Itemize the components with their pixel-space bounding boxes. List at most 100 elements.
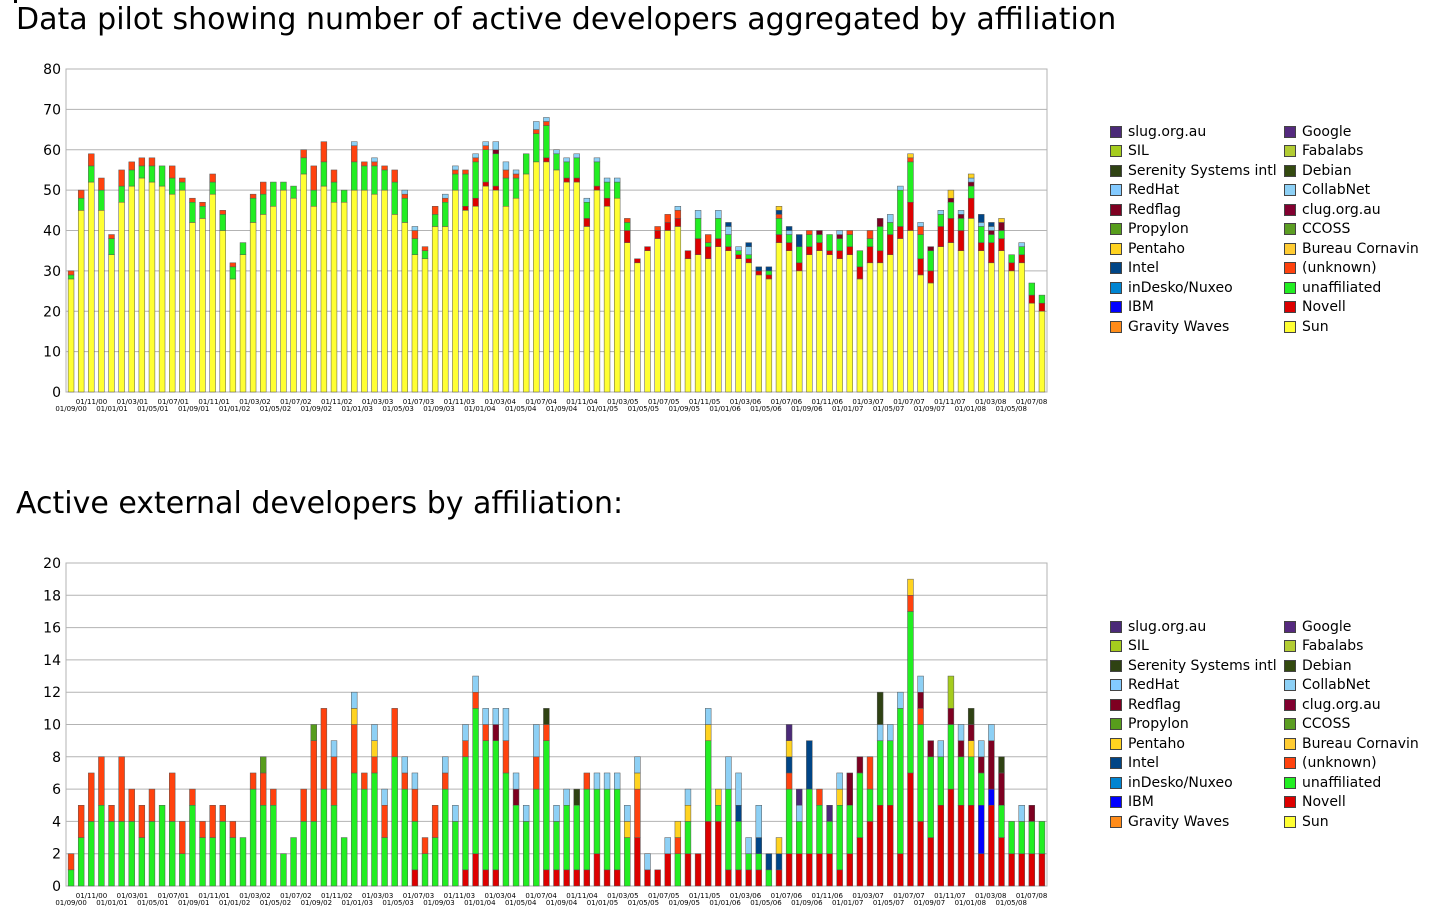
bar-stack: [340, 837, 348, 887]
bar-segment-novell: [492, 185, 500, 191]
bar-stack: [351, 691, 358, 887]
bar-segment-sun: [512, 197, 520, 393]
bar-stack: [897, 185, 904, 393]
bar-segment-sun: [169, 193, 176, 393]
bar-stack: [320, 141, 328, 393]
legend-label: Novell: [1302, 299, 1346, 316]
y-tick-label: 40: [43, 224, 61, 240]
bar-segment-novell: [765, 274, 773, 280]
bar-segment-novell: [826, 250, 833, 255]
bar-segment-unaffiliated: [917, 724, 924, 822]
x-tick-label: 01/07/05: [648, 398, 679, 406]
bar-segment-sun: [320, 185, 328, 393]
legend-swatch: [1110, 242, 1122, 255]
bar-stack: [725, 222, 732, 393]
bar-stack: [735, 772, 742, 887]
bar-segment-sun: [674, 226, 682, 393]
bar-segment-novell: [988, 805, 995, 887]
bar-segment-sun: [836, 258, 843, 393]
bar-segment-ibm: [978, 805, 985, 854]
bar-segment-collabnet: [330, 740, 338, 758]
bar-stack: [249, 772, 257, 887]
bar-segment-unaffiliated: [472, 161, 479, 199]
x-tick-label: 01/05/02: [260, 899, 291, 907]
legend-swatch: [1284, 320, 1296, 333]
bar-segment-novell: [482, 869, 489, 887]
bar-stack: [442, 193, 449, 393]
bar-segment-intel: [725, 222, 732, 227]
bar-segment-unknown: [310, 165, 317, 191]
bar-segment-unaffiliated: [401, 197, 408, 223]
legend-swatch: [1110, 698, 1122, 711]
bar-segment-unaffiliated: [512, 177, 520, 199]
y-tick-label: 30: [43, 264, 61, 280]
bar-segment-unknown: [88, 153, 95, 167]
bar-segment-unknown: [209, 805, 216, 838]
x-tick-label: 01/09/04: [546, 405, 578, 413]
bar-stack: [856, 250, 864, 393]
bar-segment-unaffiliated: [775, 218, 783, 235]
legend-label: Serenity Systems intl: [1128, 162, 1277, 179]
bar-segment-collabnet: [452, 805, 459, 822]
bar-segment-sun: [391, 214, 398, 393]
bar-segment-unaffiliated: [603, 181, 611, 199]
x-tick-label: 01/07/05: [648, 892, 679, 900]
bar-segment-sun: [421, 258, 429, 393]
bar-stack: [401, 756, 408, 887]
bar-segment-unaffiliated: [320, 788, 328, 887]
bar-segment-pentaho: [947, 189, 955, 199]
bar-stack: [88, 153, 95, 393]
legend-item-bureau-cornavin: Bureau Cornavin: [1284, 239, 1419, 259]
bar-segment-unknown: [502, 740, 510, 774]
legend-label: Debian: [1302, 162, 1352, 179]
bar-segment-sun: [411, 254, 419, 393]
legend-swatch: [1110, 776, 1122, 789]
bar-segment-collabnet: [715, 210, 722, 219]
x-tick-label: 01/03/05: [607, 892, 638, 900]
bar-segment-sun: [462, 210, 469, 393]
bar-segment-sun: [148, 181, 156, 393]
x-tick-label: 01/11/07: [934, 398, 965, 406]
bar-segment-unaffiliated: [715, 805, 722, 822]
bar-segment-unknown: [219, 805, 226, 822]
bar-segment-pentaho: [967, 740, 975, 758]
bar-stack: [340, 189, 348, 393]
bar-segment-serenity-systems-intl: [967, 708, 975, 725]
bar-segment-novell: [725, 869, 732, 887]
bar-segment-collabnet: [876, 724, 884, 741]
bar-segment-unaffiliated: [563, 161, 570, 179]
x-tick-label: 01/05/04: [505, 405, 537, 413]
bar-segment-collabnet: [755, 805, 762, 838]
bar-segment-unaffiliated: [169, 177, 176, 195]
bar-segment-unaffiliated: [543, 125, 550, 159]
bar-segment-redflag: [917, 691, 924, 709]
bar-segment-novell: [472, 853, 479, 887]
bar-segment-collabnet: [725, 226, 732, 235]
bar-segment-novell: [644, 869, 651, 887]
bar-stack: [907, 153, 914, 393]
bar-segment-intel: [785, 756, 793, 774]
y-tick-label: 10: [43, 718, 61, 734]
bar-segment-unknown: [189, 197, 196, 203]
legend-label: Redflag: [1128, 696, 1181, 713]
bar-segment-collabnet: [735, 246, 742, 251]
bar-segment-novell: [553, 869, 560, 887]
bar-segment-novell: [583, 218, 591, 227]
bar-stack: [300, 149, 307, 393]
bar-stack: [937, 740, 944, 887]
bar-segment-novell: [715, 821, 722, 887]
bar-stack: [765, 853, 773, 887]
bar-segment-unaffiliated: [745, 853, 752, 871]
bar-segment-novell: [927, 837, 934, 887]
bar-segment-unaffiliated: [725, 234, 732, 247]
legend-label: Intel: [1128, 755, 1159, 772]
bar-segment-unaffiliated: [887, 740, 894, 806]
legend-item-serenity-systems-intl: Serenity Systems intl: [1110, 656, 1277, 676]
legend-swatch: [1284, 757, 1296, 770]
x-tick-label: 01/09/01: [178, 405, 209, 413]
x-tick-label: 01/05/03: [382, 899, 413, 907]
legend-swatch: [1110, 203, 1122, 216]
legend-item-serenity-systems-intl: Serenity Systems intl: [1110, 161, 1277, 181]
legend-item-redhat: RedHat: [1110, 181, 1179, 201]
bar-segment-sun: [472, 206, 479, 393]
